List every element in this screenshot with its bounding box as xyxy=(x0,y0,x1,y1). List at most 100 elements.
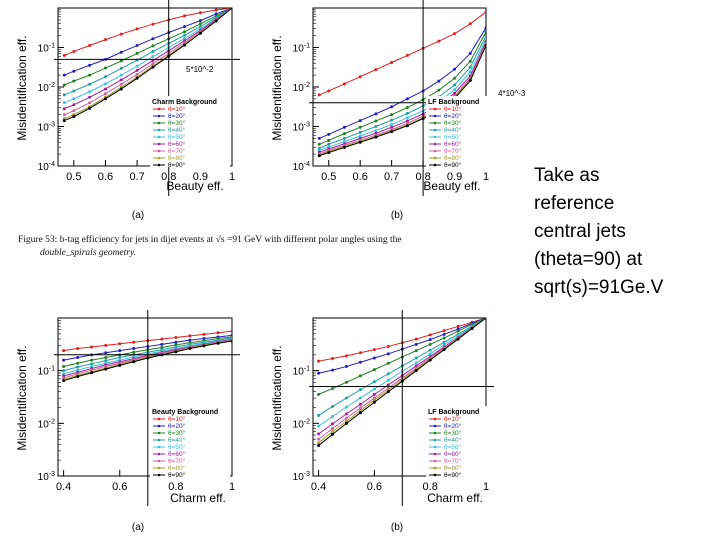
legend-entry: θ=70° xyxy=(168,457,186,465)
data-point xyxy=(132,340,136,344)
legend-entry: θ=30° xyxy=(168,119,186,127)
data-point xyxy=(188,334,192,338)
data-point xyxy=(331,404,335,408)
legend: Charm Backgroundθ=10°θ=20°θ=30°θ=40°θ=50… xyxy=(150,96,230,169)
legend-marker xyxy=(433,149,437,153)
data-point xyxy=(230,8,232,10)
data-point xyxy=(90,364,94,368)
data-point xyxy=(119,87,123,91)
legend-title: LF Background xyxy=(428,409,479,416)
data-point xyxy=(331,432,335,436)
x-tick-label: 0.6 xyxy=(367,481,382,493)
data-point xyxy=(437,39,441,43)
legend-entry: θ=10° xyxy=(168,415,186,423)
data-point xyxy=(390,113,394,117)
data-point xyxy=(104,343,108,347)
data-point xyxy=(468,70,472,74)
data-point xyxy=(405,124,409,128)
data-point xyxy=(135,27,139,31)
data-point xyxy=(62,53,66,57)
data-point xyxy=(414,361,418,365)
y-tick-label: 10-1 xyxy=(38,43,55,55)
y-tick-label: 10-1 xyxy=(293,43,310,55)
x-tick-label: 0.8 xyxy=(168,481,183,493)
data-point xyxy=(453,76,457,80)
annotation-label: 4*10^-3 xyxy=(498,89,526,98)
data-point xyxy=(118,342,122,346)
legend-marker xyxy=(433,424,437,428)
data-point xyxy=(442,343,446,347)
data-point xyxy=(372,398,376,402)
legend-entry: θ=90° xyxy=(168,161,186,169)
data-point xyxy=(358,374,362,378)
legend-marker xyxy=(157,424,161,428)
legend-marker xyxy=(157,142,161,146)
data-point xyxy=(160,342,164,346)
data-point xyxy=(317,432,321,436)
data-point xyxy=(216,341,220,345)
data-point xyxy=(358,396,362,400)
data-point xyxy=(183,33,187,37)
data-point xyxy=(88,95,92,99)
data-point xyxy=(118,363,122,367)
data-point xyxy=(428,352,432,356)
data-point xyxy=(358,125,362,129)
data-point xyxy=(151,44,155,48)
plot-frame xyxy=(57,317,233,477)
data-point xyxy=(62,83,66,87)
data-point xyxy=(183,43,187,47)
data-point xyxy=(103,75,107,79)
legend-entry: θ=30° xyxy=(444,429,462,437)
legend-entry: θ=10° xyxy=(168,105,186,113)
x-tick-label: 1 xyxy=(229,481,235,493)
side-note: Take as reference central jets (theta=90… xyxy=(534,162,714,302)
legend-marker xyxy=(157,431,161,435)
data-point xyxy=(72,79,76,83)
series-line-4 xyxy=(64,8,232,96)
data-point xyxy=(317,392,321,396)
annotation-label: 5*10^-2 xyxy=(186,65,214,74)
data-point xyxy=(390,105,394,109)
legend-marker xyxy=(433,142,437,146)
data-point xyxy=(202,332,206,336)
data-point xyxy=(414,369,418,373)
data-point xyxy=(331,422,335,426)
legend-marker xyxy=(157,438,161,442)
data-point xyxy=(76,347,80,351)
data-point xyxy=(62,372,66,376)
data-point xyxy=(72,89,76,93)
x-tick-label: 0.9 xyxy=(447,171,462,183)
data-point xyxy=(327,151,331,155)
legend-entry: θ=80° xyxy=(168,464,186,472)
x-tick-label: 0.7 xyxy=(129,171,144,183)
data-point xyxy=(358,130,362,134)
data-point xyxy=(428,348,432,352)
data-point xyxy=(386,372,390,376)
data-point xyxy=(358,140,362,144)
data-point xyxy=(72,97,76,101)
data-point xyxy=(62,113,66,117)
data-point xyxy=(442,340,446,344)
data-point xyxy=(151,37,155,41)
data-point xyxy=(386,361,390,365)
data-point xyxy=(358,75,362,79)
legend-entry: θ=90° xyxy=(168,471,186,479)
data-point xyxy=(386,390,390,394)
data-point xyxy=(342,82,346,86)
x-tick-label: 1 xyxy=(483,171,489,183)
data-point xyxy=(344,380,348,384)
data-point xyxy=(198,22,202,26)
data-point xyxy=(331,430,335,434)
legend-marker xyxy=(157,459,161,463)
data-point xyxy=(372,396,376,400)
data-point xyxy=(151,49,155,53)
data-point xyxy=(456,337,460,341)
legend-title: Charm Background xyxy=(152,99,217,106)
series-line-6 xyxy=(319,41,486,153)
data-point xyxy=(437,79,441,83)
data-point xyxy=(327,138,331,142)
data-point xyxy=(202,344,206,348)
series-line-7 xyxy=(319,43,486,155)
legend: LF Backgroundθ=10°θ=20°θ=30°θ=40°θ=50°θ=… xyxy=(426,406,506,479)
